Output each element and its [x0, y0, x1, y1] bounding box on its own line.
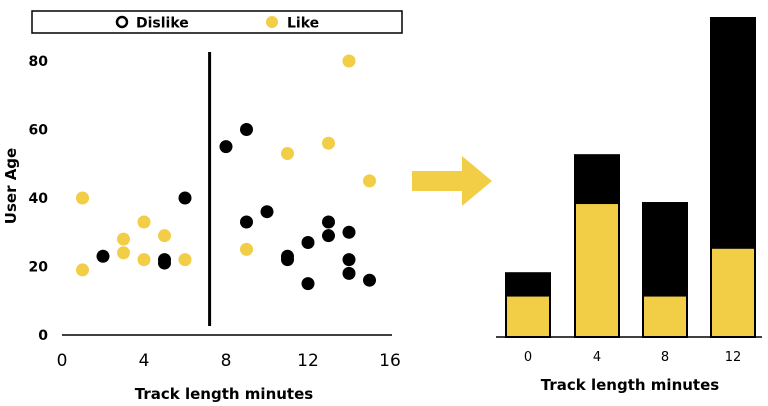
- legend-like-label: Like: [287, 16, 319, 32]
- scatter-chart: 0 20 40 60 80 0 4 8 12 16 User Age Track length …: [2, 52, 401, 403]
- scatter-point-like: [342, 54, 356, 68]
- legend-box: [31, 10, 403, 34]
- scatter-point-like: [117, 232, 130, 246]
- scatter-y-tick-label: 0: [38, 328, 48, 344]
- legend-dislike-marker: [115, 15, 129, 29]
- scatter-point-dislike: [219, 140, 233, 154]
- legend-dislike-label: Dislike: [136, 16, 189, 32]
- scatter-y-tick-labels: 0 20 40 60 80: [29, 54, 49, 344]
- scatter-point-like: [76, 191, 89, 205]
- bar-x-tick-label: 8: [661, 350, 669, 365]
- scatter-x-tick-labels: 0 4 8 12 16: [57, 351, 401, 371]
- scatter-point-like: [117, 246, 130, 260]
- scatter-point-like: [178, 253, 192, 267]
- scatter-point-like: [240, 242, 253, 256]
- scatter-x-tick-label: 0: [57, 351, 68, 371]
- scatter-point-dislike: [260, 205, 274, 219]
- scatter-point-like: [137, 253, 151, 267]
- scatter-point-dislike: [240, 123, 253, 136]
- legend-like-marker: [266, 16, 278, 28]
- bar-x-tick-label: 4: [593, 350, 601, 365]
- scatter-point-dislike: [281, 253, 294, 267]
- bar-chart: 0 4 8 12 Track length minutes: [496, 17, 762, 394]
- scatter-x-tick-label: 12: [297, 351, 319, 371]
- bar-x-tick-label: 12: [725, 350, 742, 365]
- scatter-y-tick-label: 40: [29, 191, 49, 207]
- scatter-point-dislike: [322, 229, 335, 243]
- bar-dislike-8: [642, 202, 688, 297]
- bar-like-4: [574, 202, 620, 338]
- scatter-x-tick-label: 4: [139, 351, 150, 371]
- bar-like-12: [710, 246, 756, 338]
- scatter-point-like: [137, 215, 151, 229]
- bar-x-axis-label: Track length minutes: [541, 376, 719, 394]
- scatter-point-like: [322, 136, 335, 150]
- scatter-point-dislike: [342, 266, 356, 280]
- scatter-point-dislike: [363, 273, 376, 287]
- bar-x-tick-label: 0: [524, 350, 532, 365]
- arrow-icon: [412, 156, 492, 206]
- scatter-y-tick-label: 80: [29, 54, 49, 70]
- scatter-point-dislike: [301, 277, 315, 291]
- bar-stacks: [505, 17, 756, 338]
- scatter-point-dislike: [178, 191, 192, 205]
- scatter-point-like: [76, 263, 89, 277]
- scatter-x-axis-label: Track length minutes: [135, 385, 313, 403]
- scatter-point-dislike: [342, 253, 356, 267]
- scatter-point-like: [158, 229, 171, 243]
- scatter-point-like: [363, 174, 376, 188]
- scatter-point-like: [281, 146, 294, 160]
- scatter-point-dislike: [301, 236, 315, 250]
- bar-like-8: [642, 294, 688, 338]
- bar-dislike-4: [574, 154, 620, 205]
- scatter-y-axis-label: User Age: [2, 148, 20, 224]
- scatter-point-dislike: [322, 215, 335, 229]
- scatter-point-dislike: [240, 215, 253, 229]
- scatter-point-dislike: [158, 256, 171, 270]
- scatter-point-dislike: [342, 225, 356, 239]
- legend: Dislike Like: [31, 10, 403, 34]
- scatter-y-tick-label: 60: [29, 123, 49, 139]
- bar-dislike-12: [710, 17, 756, 249]
- scatter-y-tick-label: 20: [29, 260, 49, 276]
- bar-like-0: [505, 294, 551, 338]
- bar-x-tick-labels: 0 4 8 12: [524, 350, 741, 365]
- scatter-point-dislike: [96, 249, 110, 263]
- scatter-x-tick-label: 8: [221, 351, 232, 371]
- scatter-x-tick-label: 16: [379, 351, 401, 371]
- scatter-points: [76, 54, 376, 291]
- bar-dislike-0: [505, 272, 551, 297]
